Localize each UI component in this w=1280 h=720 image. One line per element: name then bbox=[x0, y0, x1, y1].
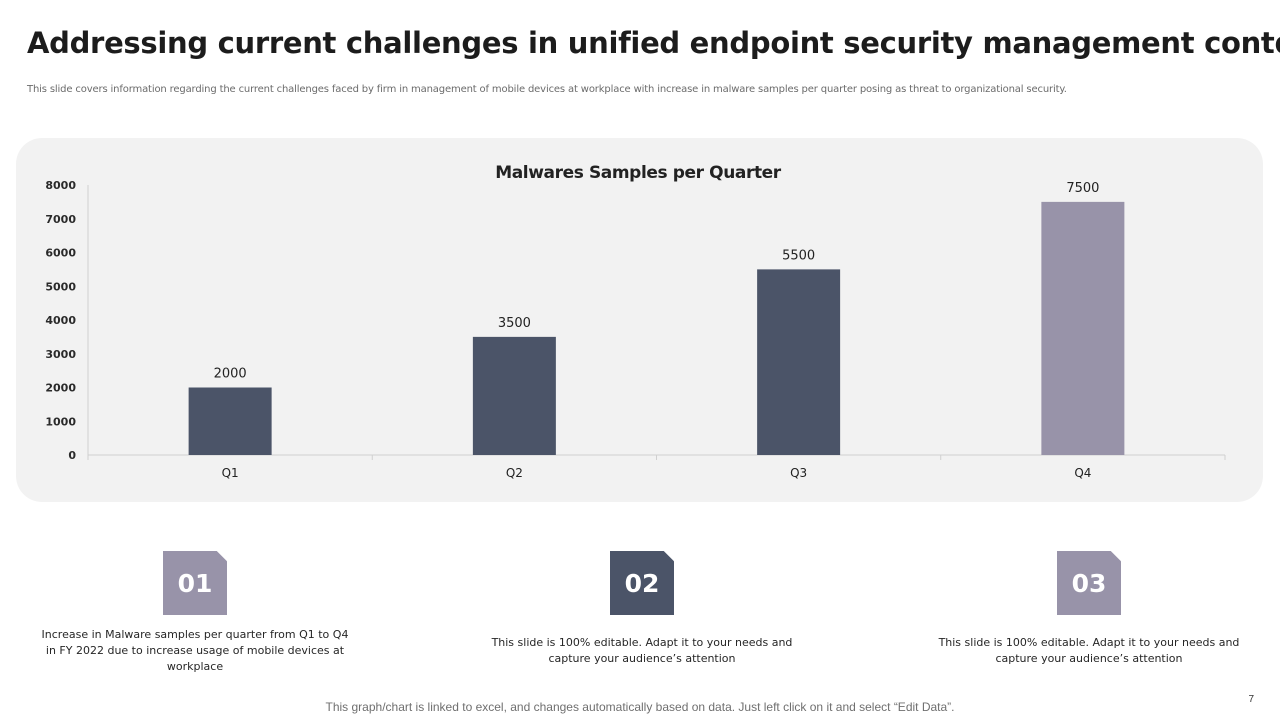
bar-q3 bbox=[757, 269, 841, 455]
point-text-02: This slide is 100% editable. Adapt it to… bbox=[491, 636, 793, 665]
x-tick-label-q4: Q4 bbox=[1074, 466, 1091, 480]
data-label-q3: 5500 bbox=[782, 248, 815, 263]
point-badge-03: 03 bbox=[1057, 551, 1121, 615]
malware-bar-chart: Malwares Samples per Quarter 0 1000 2000 30… bbox=[45, 163, 1226, 480]
y-tick-label: 1000 bbox=[45, 415, 76, 428]
slide-subtitle: This slide covers information regarding … bbox=[27, 84, 1067, 95]
bar-q1 bbox=[188, 387, 272, 455]
y-tick-label: 4000 bbox=[45, 314, 76, 327]
y-tick-label: 2000 bbox=[45, 382, 76, 395]
y-tick-label: 0 bbox=[68, 449, 76, 462]
y-axis: 0 1000 2000 3000 4000 5000 6000 7000 8000 bbox=[45, 179, 89, 462]
point-badge-02: 02 bbox=[610, 551, 674, 615]
y-tick-label: 6000 bbox=[45, 247, 76, 260]
y-tick-label: 5000 bbox=[45, 280, 76, 293]
data-label-q2: 3500 bbox=[498, 316, 531, 331]
y-tick-label: 7000 bbox=[45, 213, 76, 226]
bar-q2 bbox=[472, 336, 556, 455]
page-number: 7 bbox=[1248, 694, 1254, 705]
x-tick-label-q2: Q2 bbox=[506, 466, 523, 480]
point-text-01: Increase in Malware samples per quarter … bbox=[41, 628, 349, 673]
chart-panel: Malwares Samples per Quarter 0 1000 2000 30… bbox=[16, 138, 1263, 502]
data-label-q4: 7500 bbox=[1066, 181, 1099, 196]
bar-series: 2000 3500 5500 7500 bbox=[188, 181, 1125, 455]
chart-title: Malwares Samples per Quarter bbox=[495, 163, 782, 183]
bar-q4 bbox=[1041, 201, 1125, 455]
slide-title: Addressing current challenges in unified… bbox=[27, 26, 1280, 60]
x-axis: Q1 Q2 Q3 Q4 bbox=[87, 454, 1226, 480]
point-text-03: This slide is 100% editable. Adapt it to… bbox=[938, 636, 1240, 665]
y-tick-label: 3000 bbox=[45, 348, 76, 361]
x-tick-label-q3: Q3 bbox=[790, 466, 807, 480]
data-label-q1: 2000 bbox=[214, 367, 247, 382]
point-badge-01: 01 bbox=[163, 551, 227, 615]
y-tick-label: 8000 bbox=[45, 179, 76, 192]
x-tick-label-q1: Q1 bbox=[222, 466, 239, 480]
footer-note: This graph/chart is linked to excel, and… bbox=[325, 700, 955, 714]
